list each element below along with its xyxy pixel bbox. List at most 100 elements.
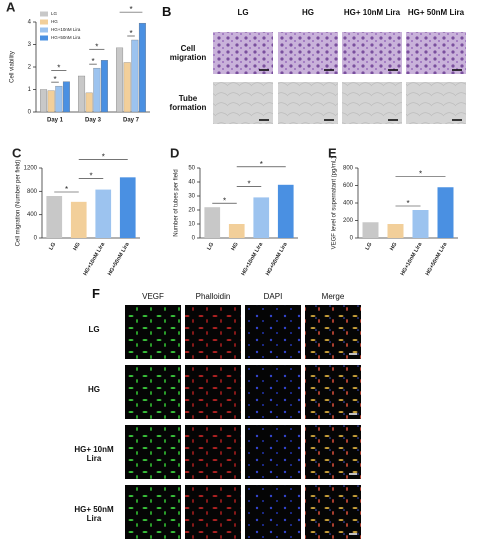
column-label: VEGF: [142, 292, 164, 301]
x-tick-label: LG: [364, 242, 373, 252]
x-tick-label: HG+50nM Lira: [107, 241, 131, 277]
x-tick-label: HG+10nM Lira: [240, 241, 264, 277]
bar: [119, 177, 136, 238]
y-tick-label: 40: [188, 180, 195, 186]
x-tick-label: HG: [230, 242, 239, 252]
row-label: Cell migration: [169, 44, 207, 62]
significance-label: *: [53, 75, 56, 84]
column-label: HG+ 50nM Lira: [407, 8, 465, 17]
significance-label: *: [129, 5, 132, 14]
micrograph: [245, 305, 301, 359]
micrograph: [342, 32, 402, 74]
y-tick-label: 0: [34, 236, 38, 242]
y-axis-label: Number of tubes per field: [174, 169, 180, 236]
bar: [387, 224, 404, 238]
micrograph: [185, 365, 241, 419]
bar: [228, 224, 245, 238]
bar: [437, 187, 454, 238]
bar: [85, 92, 93, 113]
y-tick-label: 0: [28, 110, 32, 116]
legend-label: HG+50nM Lira: [51, 35, 81, 40]
micrograph: [245, 425, 301, 479]
micrograph: [278, 32, 338, 74]
significance-label: *: [91, 57, 94, 66]
y-tick-label: 0: [192, 236, 196, 242]
bar: [100, 60, 108, 113]
y-tick-label: 800: [27, 189, 38, 195]
y-axis-label: Cell viability: [10, 51, 16, 83]
legend-swatch: [40, 35, 48, 41]
column-label: Merge: [321, 292, 345, 301]
column-label: Phalloidin: [195, 292, 231, 301]
y-tick-label: 3: [28, 42, 32, 48]
bar: [131, 39, 139, 113]
panel-label: C: [12, 145, 22, 160]
micrograph: [305, 485, 361, 539]
column-label: HG+ 10nM Lira: [343, 8, 401, 17]
y-tick-label: 400: [27, 212, 38, 218]
legend-label: HG: [51, 19, 58, 24]
significance-label: *: [260, 160, 263, 169]
y-axis-label: Cell migration (Number per field): [16, 160, 22, 247]
significance-label: *: [247, 180, 250, 189]
x-tick-label: HG+50nM Lira: [265, 241, 289, 277]
micrograph: [185, 485, 241, 539]
x-tick-label: HG+10nM Lira: [82, 241, 106, 277]
row-label: HG+ 10nM Lira: [74, 445, 114, 463]
significance-label: *: [95, 42, 98, 51]
x-tick-label: HG: [72, 242, 81, 252]
bar: [93, 67, 101, 113]
micrograph: [213, 32, 273, 74]
y-tick-label: 200: [343, 218, 354, 224]
bar: [62, 81, 70, 113]
legend-swatch: [40, 27, 48, 33]
legend-label: HG+10nM Lira: [51, 27, 81, 32]
row-label: LG: [88, 325, 100, 334]
panel-label: F: [92, 286, 100, 301]
micrograph: [185, 305, 241, 359]
micrograph: [213, 82, 273, 124]
bar: [253, 197, 270, 238]
significance-label: *: [223, 196, 226, 205]
panel-label: D: [170, 145, 179, 160]
y-tick-label: 30: [188, 194, 195, 200]
bar: [204, 207, 221, 238]
y-tick-label: 0: [350, 236, 354, 242]
bar: [40, 89, 48, 113]
column-label: LG: [237, 8, 249, 17]
x-tick-label: Day 3: [85, 118, 102, 124]
micrograph: [406, 32, 466, 74]
y-tick-label: 20: [188, 208, 195, 214]
bar: [412, 210, 429, 238]
bar: [138, 22, 146, 113]
x-tick-label: HG+10nM Lira: [400, 241, 424, 277]
significance-label: *: [129, 29, 132, 38]
panel-label: A: [6, 0, 16, 14]
micrograph: [245, 365, 301, 419]
bar: [362, 222, 379, 238]
y-tick-label: 600: [343, 183, 354, 189]
bar: [277, 184, 294, 238]
micrograph: [342, 82, 402, 124]
x-tick-label: Day 1: [47, 118, 64, 124]
significance-label: *: [419, 169, 422, 178]
significance-label: *: [57, 64, 60, 73]
x-tick-label: LG: [206, 242, 215, 252]
bar: [55, 85, 63, 113]
y-axis-label: VEGF level of supernatant (pg/mL): [332, 157, 338, 250]
y-tick-label: 4: [28, 20, 32, 26]
bar: [116, 47, 124, 113]
x-tick-label: HG+50nM Lira: [425, 241, 449, 277]
micrograph: [125, 485, 181, 539]
y-tick-label: 2: [28, 65, 32, 71]
y-tick-label: 50: [188, 166, 195, 172]
row-label: Tube formation: [169, 94, 207, 112]
significance-label: *: [89, 172, 92, 181]
column-label: HG: [302, 8, 314, 17]
panel-label: B: [162, 4, 172, 19]
micrograph: [125, 365, 181, 419]
significance-label: *: [102, 152, 105, 161]
legend-swatch: [40, 19, 48, 25]
